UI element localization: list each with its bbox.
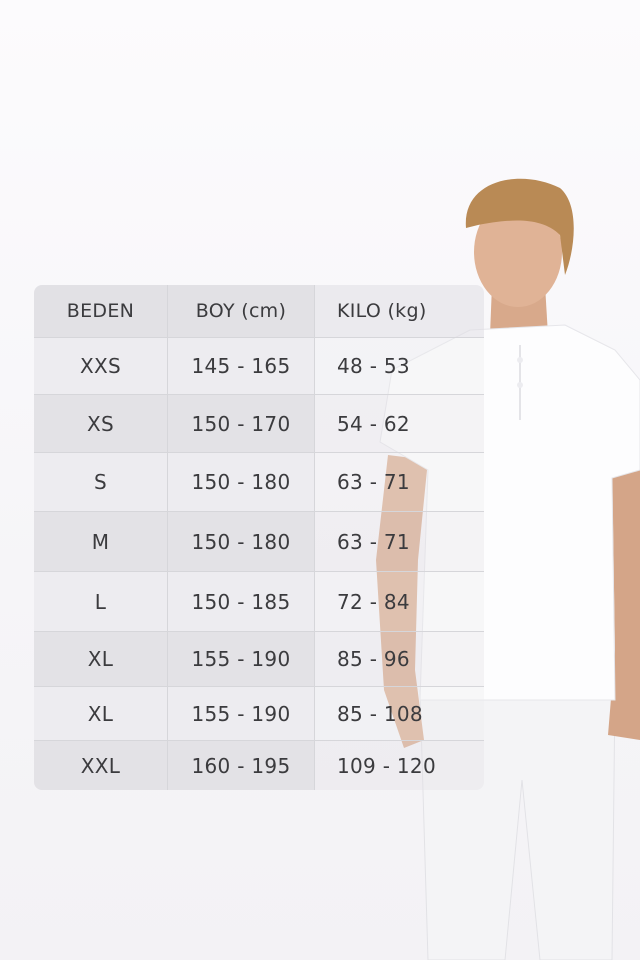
weight-range-cell: 72 - 84 (315, 572, 484, 632)
weight-range-cell: 48 - 53 (315, 338, 484, 395)
weight-range-cell: 54 - 62 (315, 395, 484, 453)
size-cell: XXL (34, 741, 168, 790)
size-chart-table: BEDEN BOY (cm) KILO (kg) XXS 145 - 165 48 - 5… (34, 285, 484, 790)
size-cell: L (34, 572, 168, 632)
height-range-cell: 160 - 195 (168, 741, 315, 790)
height-range-cell: 150 - 180 (168, 512, 315, 572)
header-boy: BOY (cm) (168, 285, 315, 338)
height-range-cell: 150 - 185 (168, 572, 315, 632)
height-range-cell: 150 - 170 (168, 395, 315, 453)
size-cell: XL (34, 632, 168, 687)
height-range-cell: 155 - 190 (168, 687, 315, 741)
model-face (474, 197, 562, 307)
size-cell: XS (34, 395, 168, 453)
weight-range-cell: 63 - 71 (315, 453, 484, 512)
model-right-arm (608, 460, 640, 740)
size-cell: XL (34, 687, 168, 741)
weight-range-cell: 109 - 120 (315, 741, 484, 790)
size-cell: S (34, 453, 168, 512)
weight-range-cell: 85 - 108 (315, 687, 484, 741)
height-range-cell: 145 - 165 (168, 338, 315, 395)
header-kilo: KILO (kg) (315, 285, 484, 338)
size-cell: M (34, 512, 168, 572)
weight-range-cell: 63 - 71 (315, 512, 484, 572)
header-beden: BEDEN (34, 285, 168, 338)
weight-range-cell: 85 - 96 (315, 632, 484, 687)
model-left-arm (376, 455, 428, 748)
model-hair (465, 178, 574, 275)
model-shirt (379, 324, 640, 701)
height-range-cell: 155 - 190 (168, 632, 315, 687)
height-range-cell: 150 - 180 (168, 453, 315, 512)
size-cell: XXS (34, 338, 168, 395)
